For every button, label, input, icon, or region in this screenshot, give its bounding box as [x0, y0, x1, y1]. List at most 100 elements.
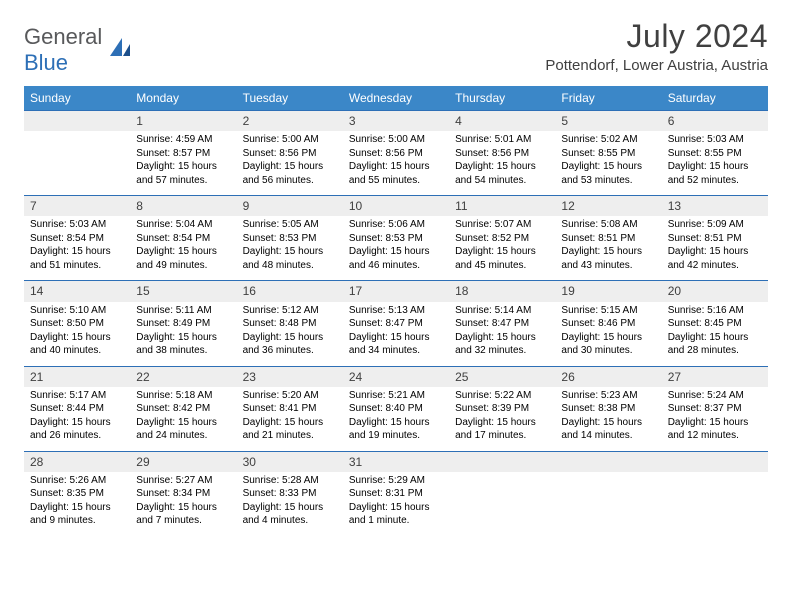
sunrise-text: Sunrise: 5:00 AM	[349, 133, 443, 147]
sunrise-text: Sunrise: 5:13 AM	[349, 304, 443, 318]
day-number-empty	[662, 452, 768, 472]
sunrise-text: Sunrise: 5:29 AM	[349, 474, 443, 488]
daylight-text: Daylight: 15 hours	[136, 331, 230, 345]
sunrise-text: Sunrise: 5:23 AM	[561, 389, 655, 403]
daylight-text: and 49 minutes.	[136, 259, 230, 273]
daylight-text: and 46 minutes.	[349, 259, 443, 273]
calendar-cell: 24Sunrise: 5:21 AMSunset: 8:40 PMDayligh…	[343, 366, 449, 451]
daylight-text: and 48 minutes.	[243, 259, 337, 273]
sunrise-text: Sunrise: 5:18 AM	[136, 389, 230, 403]
calendar-cell: 4Sunrise: 5:01 AMSunset: 8:56 PMDaylight…	[449, 111, 555, 196]
daylight-text: and 45 minutes.	[455, 259, 549, 273]
day-number: 20	[662, 281, 768, 301]
daylight-text: Daylight: 15 hours	[668, 416, 762, 430]
sunrise-text: Sunrise: 5:11 AM	[136, 304, 230, 318]
sunrise-text: Sunrise: 5:03 AM	[30, 218, 124, 232]
sunrise-text: Sunrise: 5:07 AM	[455, 218, 549, 232]
day-number: 7	[24, 196, 130, 216]
calendar-cell: 3Sunrise: 5:00 AMSunset: 8:56 PMDaylight…	[343, 111, 449, 196]
day-number: 11	[449, 196, 555, 216]
calendar-cell: 19Sunrise: 5:15 AMSunset: 8:46 PMDayligh…	[555, 281, 661, 366]
daylight-text: and 19 minutes.	[349, 429, 443, 443]
calendar-cell: 21Sunrise: 5:17 AMSunset: 8:44 PMDayligh…	[24, 366, 130, 451]
calendar-cell: 29Sunrise: 5:27 AMSunset: 8:34 PMDayligh…	[130, 451, 236, 536]
calendar-cell: 28Sunrise: 5:26 AMSunset: 8:35 PMDayligh…	[24, 451, 130, 536]
sunset-text: Sunset: 8:52 PM	[455, 232, 549, 246]
sunset-text: Sunset: 8:57 PM	[136, 147, 230, 161]
day-number: 18	[449, 281, 555, 301]
calendar-cell: 17Sunrise: 5:13 AMSunset: 8:47 PMDayligh…	[343, 281, 449, 366]
calendar-cell: 27Sunrise: 5:24 AMSunset: 8:37 PMDayligh…	[662, 366, 768, 451]
sunset-text: Sunset: 8:45 PM	[668, 317, 762, 331]
day-number: 27	[662, 367, 768, 387]
calendar-cell: 2Sunrise: 5:00 AMSunset: 8:56 PMDaylight…	[237, 111, 343, 196]
daylight-text: and 52 minutes.	[668, 174, 762, 188]
sunset-text: Sunset: 8:47 PM	[349, 317, 443, 331]
day-number: 17	[343, 281, 449, 301]
daylight-text: Daylight: 15 hours	[136, 416, 230, 430]
sunset-text: Sunset: 8:56 PM	[455, 147, 549, 161]
day-number: 15	[130, 281, 236, 301]
daylight-text: Daylight: 15 hours	[561, 331, 655, 345]
daylight-text: Daylight: 15 hours	[136, 501, 230, 515]
logo-sail-icon	[108, 36, 134, 65]
calendar-cell: 16Sunrise: 5:12 AMSunset: 8:48 PMDayligh…	[237, 281, 343, 366]
sunset-text: Sunset: 8:47 PM	[455, 317, 549, 331]
day-number: 10	[343, 196, 449, 216]
day-number: 16	[237, 281, 343, 301]
weekday-header: Sunday	[24, 86, 130, 111]
sunset-text: Sunset: 8:55 PM	[561, 147, 655, 161]
day-number: 28	[24, 452, 130, 472]
daylight-text: Daylight: 15 hours	[349, 416, 443, 430]
sunrise-text: Sunrise: 5:06 AM	[349, 218, 443, 232]
daylight-text: Daylight: 15 hours	[668, 331, 762, 345]
sunset-text: Sunset: 8:46 PM	[561, 317, 655, 331]
sunset-text: Sunset: 8:37 PM	[668, 402, 762, 416]
calendar-cell	[662, 451, 768, 536]
weekday-header: Friday	[555, 86, 661, 111]
daylight-text: and 34 minutes.	[349, 344, 443, 358]
day-number: 31	[343, 452, 449, 472]
day-number: 4	[449, 111, 555, 131]
calendar-table: SundayMondayTuesdayWednesdayThursdayFrid…	[24, 86, 768, 536]
sunset-text: Sunset: 8:55 PM	[668, 147, 762, 161]
sunrise-text: Sunrise: 5:08 AM	[561, 218, 655, 232]
calendar-cell: 15Sunrise: 5:11 AMSunset: 8:49 PMDayligh…	[130, 281, 236, 366]
sunrise-text: Sunrise: 5:02 AM	[561, 133, 655, 147]
daylight-text: and 14 minutes.	[561, 429, 655, 443]
weekday-header: Tuesday	[237, 86, 343, 111]
weekday-header: Monday	[130, 86, 236, 111]
logo-text-block: General Blue	[24, 24, 102, 76]
daylight-text: Daylight: 15 hours	[455, 160, 549, 174]
day-number: 25	[449, 367, 555, 387]
sunset-text: Sunset: 8:35 PM	[30, 487, 124, 501]
month-title: July 2024	[545, 18, 768, 55]
daylight-text: Daylight: 15 hours	[349, 501, 443, 515]
logo-word-general: General	[24, 24, 102, 49]
daylight-text: Daylight: 15 hours	[455, 331, 549, 345]
logo: General Blue	[24, 18, 134, 76]
sunset-text: Sunset: 8:50 PM	[30, 317, 124, 331]
calendar-week-row: 7Sunrise: 5:03 AMSunset: 8:54 PMDaylight…	[24, 196, 768, 281]
day-number: 23	[237, 367, 343, 387]
sunrise-text: Sunrise: 5:09 AM	[668, 218, 762, 232]
calendar-cell: 23Sunrise: 5:20 AMSunset: 8:41 PMDayligh…	[237, 366, 343, 451]
daylight-text: Daylight: 15 hours	[243, 160, 337, 174]
sunset-text: Sunset: 8:53 PM	[243, 232, 337, 246]
weekday-header: Wednesday	[343, 86, 449, 111]
calendar-week-row: 21Sunrise: 5:17 AMSunset: 8:44 PMDayligh…	[24, 366, 768, 451]
daylight-text: and 12 minutes.	[668, 429, 762, 443]
daylight-text: Daylight: 15 hours	[561, 245, 655, 259]
day-number: 13	[662, 196, 768, 216]
daylight-text: and 32 minutes.	[455, 344, 549, 358]
day-number: 3	[343, 111, 449, 131]
sunrise-text: Sunrise: 5:12 AM	[243, 304, 337, 318]
sunset-text: Sunset: 8:40 PM	[349, 402, 443, 416]
calendar-cell: 8Sunrise: 5:04 AMSunset: 8:54 PMDaylight…	[130, 196, 236, 281]
sunset-text: Sunset: 8:51 PM	[561, 232, 655, 246]
daylight-text: and 40 minutes.	[30, 344, 124, 358]
sunrise-text: Sunrise: 5:16 AM	[668, 304, 762, 318]
calendar-cell: 9Sunrise: 5:05 AMSunset: 8:53 PMDaylight…	[237, 196, 343, 281]
sunset-text: Sunset: 8:53 PM	[349, 232, 443, 246]
calendar-cell: 7Sunrise: 5:03 AMSunset: 8:54 PMDaylight…	[24, 196, 130, 281]
